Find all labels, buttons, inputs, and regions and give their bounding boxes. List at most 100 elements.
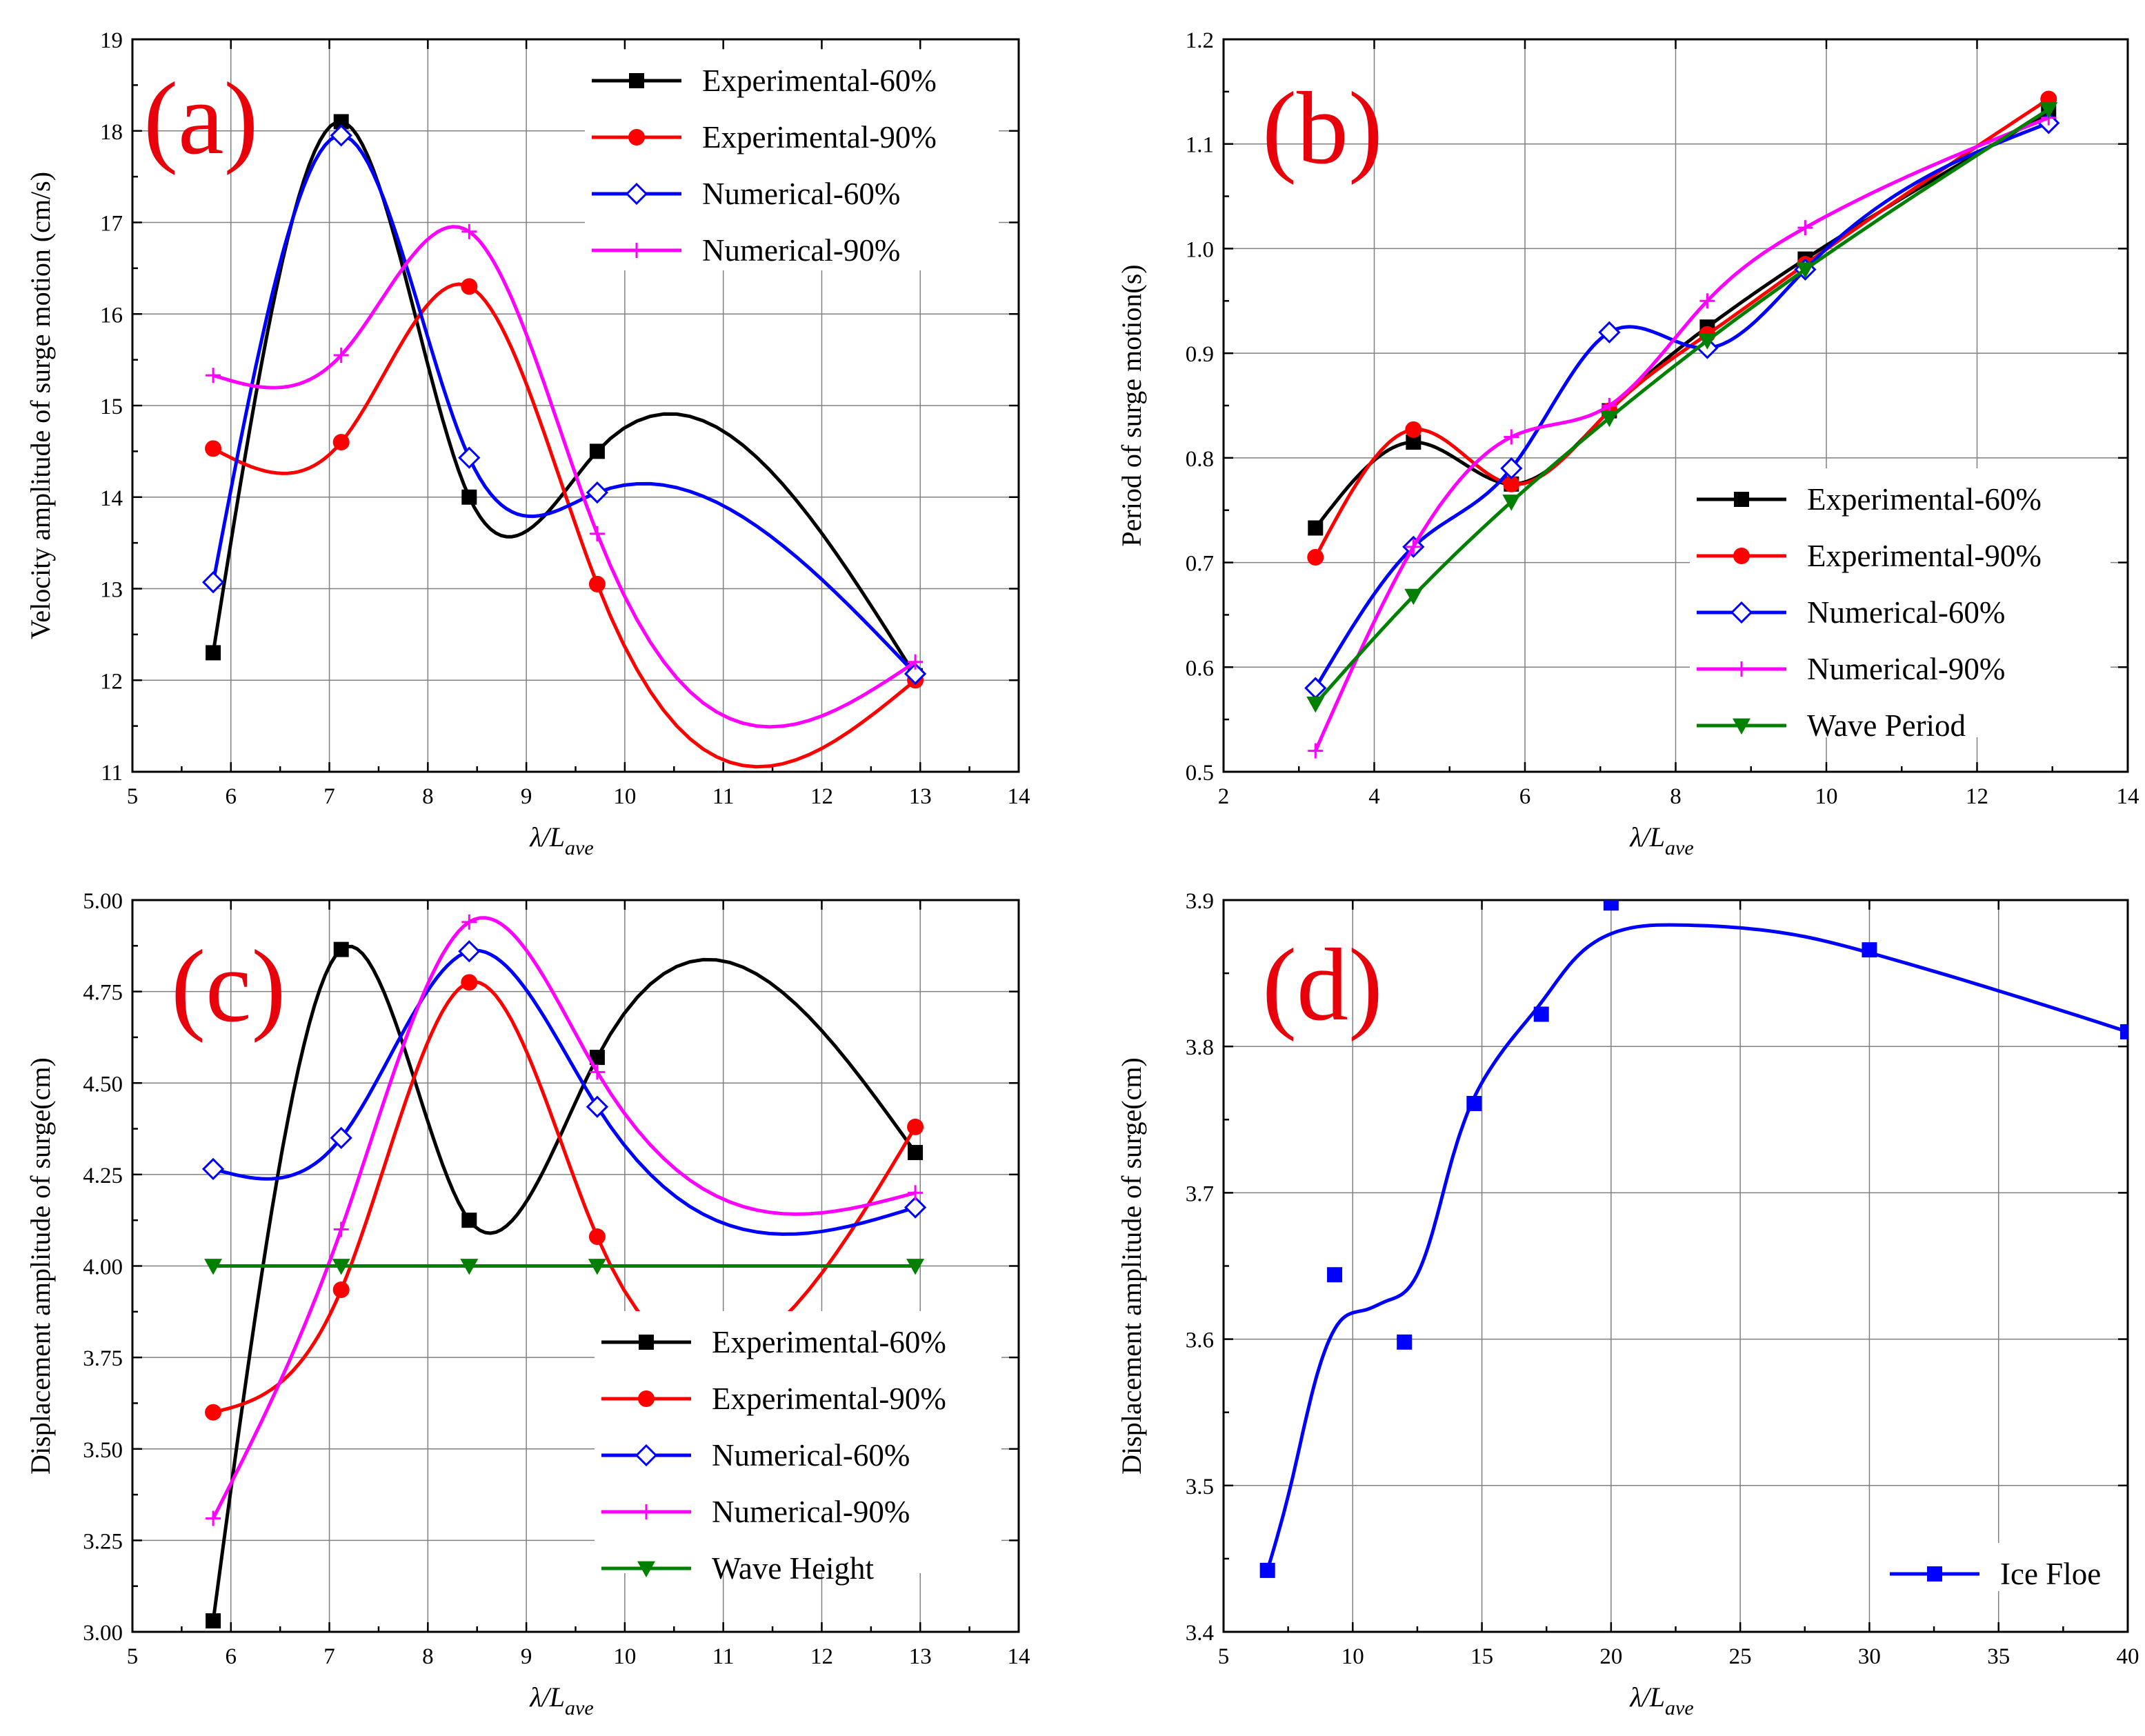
data-point-wave-height: [906, 1259, 925, 1275]
legend-marker-experimental-90-: [628, 129, 645, 146]
data-point-numerical-90-: [333, 1221, 349, 1237]
y-tick-label: 3.6: [1186, 1328, 1214, 1353]
legend-label-numerical-60-: Numerical-60%: [702, 177, 900, 211]
x-tick-label: 14: [2117, 784, 2139, 809]
data-point-experimental-60-: [589, 1050, 605, 1066]
legend-marker-ice-floe: [1927, 1566, 1942, 1582]
legend-marker-experimental-60-: [629, 73, 644, 88]
legend-marker-numerical-90-: [1734, 661, 1749, 677]
legend-marker-experimental-90-: [638, 1390, 655, 1407]
legend-label-experimental-90-: Experimental-90%: [1807, 539, 2042, 573]
data-point-numerical-60-: [201, 1157, 225, 1181]
legend: Experimental-60% Experimental-90% Numerica…: [585, 50, 999, 270]
legend: Experimental-60% Experimental-90% Numerica…: [1690, 468, 2111, 743]
x-tick-label: 12: [810, 784, 833, 809]
data-point-experimental-90-: [1307, 548, 1324, 566]
legend-marker-numerical-60-: [635, 1444, 658, 1467]
data-point-numerical-90-: [206, 1510, 221, 1526]
x-axis-title: λ/Lave: [529, 1682, 593, 1719]
panel-label: (d): [1262, 928, 1383, 1042]
y-tick-label: 14: [100, 486, 123, 511]
y-tick-label: 4.50: [83, 1072, 123, 1097]
y-tick-label: 0.5: [1186, 761, 1214, 786]
plot-area: [201, 114, 927, 769]
data-point-experimental-60-: [908, 1145, 924, 1161]
x-tick-label: 9: [521, 784, 532, 809]
x-tick-label: 15: [1470, 1644, 1493, 1669]
panel-a: 5 6 7 8 9 10 11 12 13 14 11 12 13 14 15 16 17 18 19 λ/Lave V…: [25, 28, 1030, 859]
x-tick-label: 5: [127, 784, 139, 809]
legend-marker-experimental-60-: [639, 1335, 654, 1350]
data-point-numerical-60-: [458, 940, 481, 963]
legend-label-experimental-90-: Experimental-90%: [702, 120, 937, 154]
x-tick-label: 2: [1218, 784, 1230, 809]
data-point-numerical-60-: [586, 1095, 609, 1118]
x-tick-label: 10: [1341, 1644, 1364, 1669]
y-tick-label: 3.00: [83, 1621, 123, 1646]
y-tick-label: 0.7: [1186, 552, 1214, 577]
legend-label-numerical-90-: Numerical-90%: [1807, 652, 2005, 686]
data-point-experimental-90-: [1503, 475, 1520, 492]
data-point-experimental-60-: [206, 1613, 221, 1629]
legend-label-wave-period: Wave Period: [1807, 708, 1966, 743]
y-tick-label: 3.9: [1186, 889, 1214, 914]
legend: Ice Floe: [1883, 1543, 2111, 1591]
y-tick-label: 3.7: [1186, 1181, 1214, 1206]
x-tick-label: 6: [226, 784, 237, 809]
data-point-ice-floe: [1862, 942, 1877, 958]
x-axis-title: λ/Lave: [529, 821, 593, 859]
data-point-ice-floe: [2120, 1024, 2128, 1039]
legend-marker-numerical-60-: [1730, 601, 1753, 624]
y-tick-label: 3.5: [1186, 1475, 1214, 1499]
data-point-numerical-90-: [1504, 429, 1519, 445]
legend-box: [1690, 468, 2111, 737]
legend-marker-numerical-90-: [639, 1504, 654, 1519]
y-tick-label: 0.8: [1186, 447, 1214, 472]
data-point-experimental-60-: [1406, 435, 1421, 450]
data-point-ice-floe: [1603, 900, 1619, 911]
data-point-numerical-60-: [904, 1196, 927, 1219]
x-tick-label: 35: [1987, 1644, 2010, 1669]
legend-label-experimental-60-: Experimental-60%: [712, 1325, 946, 1359]
x-tick-label: 12: [1966, 784, 1988, 809]
legend-label-numerical-90-: Numerical-90%: [702, 233, 900, 268]
data-point-numerical-60-: [1500, 457, 1523, 480]
data-point-experimental-90-: [588, 1228, 606, 1246]
data-point-wave-period: [1306, 696, 1325, 713]
data-point-experimental-90-: [332, 434, 350, 451]
data-point-numerical-90-: [1602, 398, 1617, 413]
data-point-ice-floe: [1397, 1334, 1413, 1350]
data-point-numerical-90-: [1699, 293, 1715, 309]
panel-label: (b): [1262, 71, 1383, 186]
x-tick-label: 11: [712, 1644, 735, 1669]
data-point-numerical-90-: [589, 526, 605, 541]
x-tick-label: 6: [226, 1644, 237, 1669]
y-tick-label: 12: [100, 669, 123, 694]
data-point-wave-period: [1796, 262, 1815, 279]
x-tick-label: 13: [909, 784, 932, 809]
y-tick-label: 4.00: [83, 1255, 123, 1280]
data-point-numerical-90-: [461, 223, 477, 239]
y-tick-label: 3.75: [83, 1346, 123, 1371]
legend-box: [585, 50, 999, 270]
x-tick-label: 8: [422, 1644, 434, 1669]
y-tick-label: 3.4: [1186, 1621, 1214, 1646]
x-tick-label: 4: [1368, 784, 1380, 809]
data-point-numerical-90-: [461, 914, 477, 930]
data-point-wave-height: [332, 1259, 350, 1275]
data-point-numerical-60-: [330, 124, 352, 147]
x-tick-label: 10: [613, 1644, 636, 1669]
y-tick-label: 1.2: [1186, 28, 1214, 53]
legend-box: [1883, 1543, 2111, 1591]
data-point-wave-height: [204, 1259, 223, 1275]
y-axis-title: Velocity amplitude of surge motion (cm/s…: [25, 172, 56, 639]
legend-label-ice-floe: Ice Floe: [2000, 1557, 2101, 1591]
data-point-experimental-90-: [461, 278, 478, 295]
x-tick-label: 40: [2117, 1644, 2139, 1669]
data-point-ice-floe: [1259, 1562, 1275, 1578]
panel-label: (c): [171, 929, 286, 1044]
panel-label: (a): [143, 61, 258, 176]
x-axis-title: λ/Lave: [1629, 1682, 1693, 1719]
data-point-wave-height: [588, 1259, 606, 1275]
